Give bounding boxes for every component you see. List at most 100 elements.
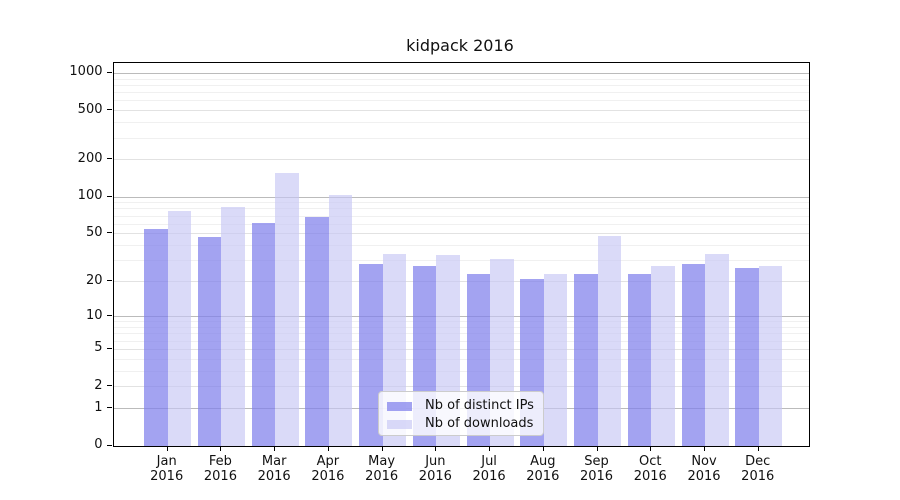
x-tick-mark (489, 445, 491, 451)
legend-swatch-downloads (387, 419, 412, 429)
gridline-labeled (113, 233, 809, 235)
y-tick-label-500: 500 (77, 101, 103, 117)
x-tick-month: Apr (316, 453, 340, 469)
gridline-minor (113, 340, 809, 342)
x-tick-mark (542, 445, 544, 451)
bar-ips-feb (197, 236, 222, 446)
x-tick-label-aug: Aug 2016 (511, 454, 575, 485)
gridline-minor (113, 137, 809, 139)
x-tick-month: Nov (691, 453, 717, 469)
x-tick-label-jan: Jan 2016 (135, 454, 199, 485)
x-tick-mark (704, 445, 705, 451)
x-tick-mark (596, 445, 598, 451)
y-tick-mark (106, 280, 112, 282)
bar-ips-sep (574, 274, 598, 446)
x-tick-label-oct: Oct 2016 (618, 454, 682, 485)
y-tick-label-20: 20 (85, 272, 103, 288)
x-tick-mark (381, 445, 383, 451)
x-tick-mark (327, 445, 329, 451)
gridline-labeled (113, 348, 809, 350)
x-tick-mark (274, 445, 276, 451)
legend-label-downloads: Nb of downloads (425, 416, 534, 431)
chart-title: kidpack 2016 (406, 36, 514, 55)
x-tick-year: 2016 (203, 469, 237, 484)
y-tick-label-200: 200 (77, 150, 103, 166)
legend: Nb of distinct IPs Nb of downloads (378, 391, 544, 436)
x-tick-year: 2016 (365, 469, 399, 484)
bar-downloads-mar (275, 173, 299, 446)
gridline-minor (113, 122, 809, 124)
y-tick-label-1000: 1000 (69, 64, 103, 80)
gridline-major (113, 72, 809, 74)
gridline-labeled (113, 159, 809, 161)
x-tick-label-dec: Dec 2016 (726, 454, 790, 485)
gridline-major (113, 316, 809, 318)
gridline-minor (113, 78, 809, 80)
bar-ips-jan (144, 229, 168, 446)
bar-ips-oct (627, 274, 652, 446)
x-tick-year: 2016 (257, 469, 291, 484)
x-tick-month: Oct (639, 453, 662, 469)
bar-ips-may (359, 263, 383, 446)
x-tick-year: 2016 (741, 469, 775, 484)
gridline-minor (113, 260, 809, 262)
y-tick-mark (106, 444, 112, 446)
y-tick-label-50: 50 (85, 224, 103, 240)
gridline-minor (113, 370, 809, 372)
y-tick-mark (106, 232, 112, 234)
x-tick-month: May (368, 453, 396, 469)
gridline-minor (113, 326, 809, 328)
x-tick-label-apr: Apr 2016 (296, 454, 360, 485)
gridline-minor (113, 358, 809, 360)
x-tick-label-jul: Jul 2016 (457, 454, 521, 485)
bar-ips-apr (305, 217, 329, 446)
x-tick-mark (757, 445, 759, 451)
plot-area (112, 62, 810, 447)
x-tick-year: 2016 (633, 469, 667, 484)
x-tick-year: 2016 (311, 469, 345, 484)
y-tick-label-0: 0 (94, 437, 103, 452)
x-tick-mark (220, 445, 222, 451)
x-tick-month: Sep (584, 453, 609, 469)
y-tick-label-2: 2 (94, 377, 103, 393)
x-tick-month: Jan (156, 453, 177, 469)
x-tick-month: Feb (208, 453, 232, 469)
y-tick-label-5: 5 (94, 340, 103, 356)
bar-ips-mar (251, 222, 276, 446)
x-tick-mark (166, 445, 168, 451)
x-tick-label-nov: Nov 2016 (672, 454, 736, 485)
legend-swatch-ips (387, 401, 412, 411)
y-tick-mark (106, 407, 112, 409)
x-tick-year: 2016 (418, 469, 452, 484)
bar-downloads-jan (167, 210, 192, 446)
gridline-labeled (113, 110, 809, 112)
x-tick-month: Aug (530, 453, 556, 469)
gridline-minor (113, 321, 809, 323)
bar-downloads-sep (597, 235, 622, 446)
x-tick-label-mar: Mar 2016 (242, 454, 306, 485)
bar-downloads-aug (543, 274, 568, 446)
y-tick-mark (106, 315, 112, 317)
x-tick-year: 2016 (579, 469, 614, 484)
y-tick-mark (106, 109, 112, 111)
bar-downloads-apr (328, 195, 353, 446)
x-tick-month: Jul (481, 453, 497, 469)
gridline-labeled (113, 281, 809, 283)
gridline-minor (113, 84, 809, 86)
y-tick-label-100: 100 (77, 188, 103, 204)
x-tick-year: 2016 (472, 469, 506, 484)
x-tick-month: Dec (745, 453, 771, 469)
gridline-labeled (113, 386, 809, 388)
gridline-minor (113, 223, 809, 225)
y-tick-mark (106, 385, 112, 387)
gridline-minor (113, 208, 809, 210)
bar-ips-dec (735, 267, 759, 446)
x-tick-label-feb: Feb 2016 (188, 454, 252, 485)
y-tick-label-1: 1 (94, 399, 103, 415)
y-tick-mark (106, 71, 112, 73)
gridline-minor (113, 215, 809, 217)
bar-downloads-dec (758, 265, 783, 446)
gridline-minor (113, 333, 809, 335)
x-tick-year: 2016 (687, 469, 721, 484)
